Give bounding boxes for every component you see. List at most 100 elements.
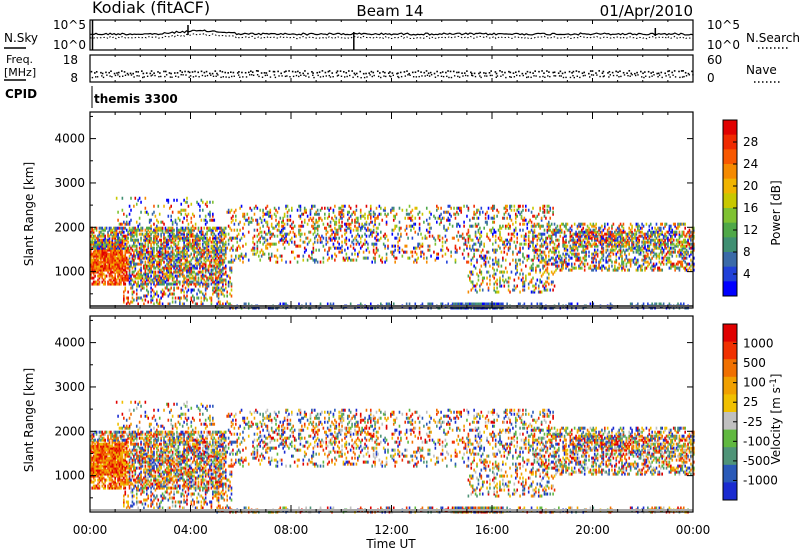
power-cell [555,248,557,252]
power-cell [536,248,539,252]
power-cell [153,262,155,266]
power-cell [220,286,223,290]
power-cell [289,230,292,234]
power-cell [550,250,553,254]
power-cell [141,260,144,264]
power-cell [179,264,181,268]
power-cell [230,208,233,212]
power-cell [143,264,145,268]
power-cell [130,228,132,232]
power-cell [187,238,190,242]
power-cell [117,274,119,278]
power-cell [458,208,461,212]
power-cell [140,232,142,236]
power-cell [187,236,190,240]
power-cell [137,224,139,228]
nave-point [245,76,248,78]
power-cell [110,258,112,262]
power-cell [227,284,230,288]
power-cell [183,280,185,284]
power-cell [555,268,557,272]
power-cell [140,242,142,246]
power-cell [222,262,224,266]
power-cell [381,256,384,260]
power-cell [512,288,514,292]
power-cell [154,240,157,244]
freq-point [353,72,356,75]
power-cell [364,242,366,246]
power-cell [375,238,378,242]
power-cell [474,302,477,306]
power-cell [147,240,150,244]
power-cell [125,296,128,300]
power-cell [140,228,142,232]
power-cell [506,238,508,242]
power-cell [111,270,114,274]
nsky-tick-top: 10^5 [53,18,86,32]
power-cell [147,212,150,216]
power-cell [117,254,119,258]
power-cell [207,264,210,268]
power-cell [504,278,507,282]
power-cell [299,238,302,242]
power-cell [260,218,263,222]
nave-point [124,74,127,77]
power-cell [423,252,425,256]
power-cell [97,242,99,246]
power-cell [523,288,526,292]
power-cell [114,240,117,244]
freq-point [179,70,182,72]
power-cell [282,302,284,306]
power-cell [199,258,201,262]
power-cell [532,206,534,210]
power-cell [131,258,134,262]
power-cell [173,270,175,274]
power-cell [428,230,431,234]
power-cell [539,248,541,252]
power-cell [601,234,603,238]
power-cell [342,212,345,216]
freq-point [145,72,148,74]
power-cell [164,252,167,256]
power-cell [266,220,269,224]
power-cell [125,256,128,260]
power-cell [214,252,217,256]
power-cell [259,226,262,230]
freq-point [328,70,331,72]
power-cell [247,302,250,306]
freq-point [389,71,391,73]
power-cell [115,196,118,200]
power-cell [483,276,485,280]
nave-point [195,75,197,77]
freq-point [564,71,566,74]
power-cell [203,294,206,298]
power-cell [194,240,197,244]
power-cell [230,220,233,224]
power-cell [280,230,283,234]
power-cell [535,216,537,220]
nave-point [603,75,605,77]
power-cell [193,240,195,244]
power-cell [181,268,184,272]
freq-point [470,72,473,75]
power-cell [341,210,343,214]
power-cell [153,242,155,246]
power-cell [598,228,600,232]
power-cell [440,248,442,252]
power-cell [158,238,161,242]
power-cell [242,226,244,230]
power-cell [509,246,511,250]
power-cell [233,228,236,232]
site-title: Kodiak (fitACF) [92,0,210,17]
power-cell [313,236,316,240]
power-cell [207,284,210,288]
power-cell [107,240,109,244]
power-cell [385,234,388,238]
nave-point [612,74,615,77]
power-cell [444,228,447,232]
freq-point [447,70,449,72]
power-cell [124,286,127,290]
power-cell [227,224,230,228]
power-cell [446,210,448,214]
